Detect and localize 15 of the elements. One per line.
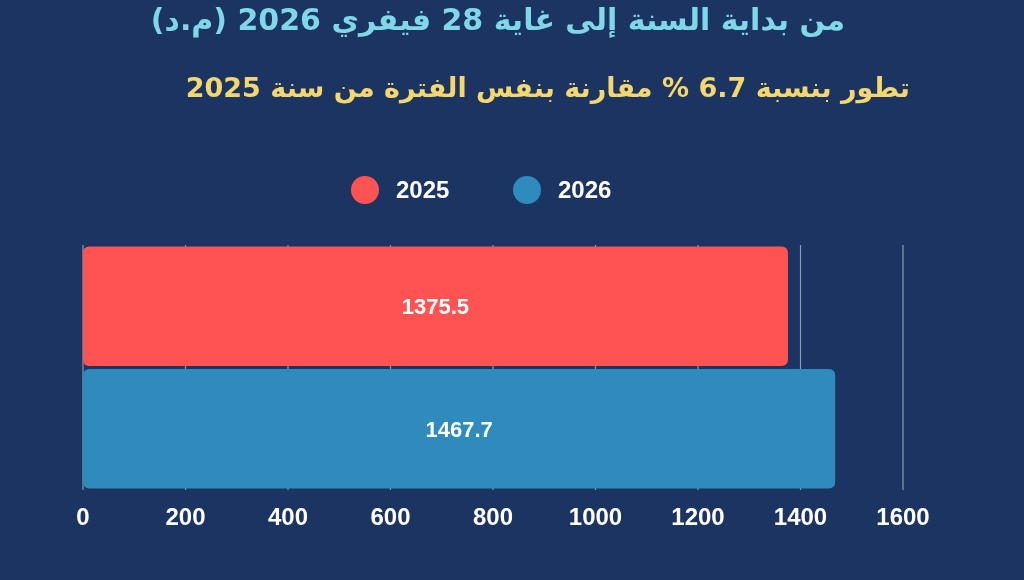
x-tick-label: 1000	[568, 503, 623, 530]
x-tick-label: 600	[370, 503, 411, 530]
x-tick-label: 1200	[671, 503, 725, 530]
data-label: 1375.5	[401, 294, 470, 320]
data-label: 1467.7	[425, 416, 493, 442]
x-tick-label: 1400	[773, 503, 828, 530]
x-tick-label: 1600	[876, 503, 930, 530]
legend-label: 2026	[558, 176, 612, 203]
x-tick-label: 200	[165, 503, 206, 530]
legend-label: 2025	[396, 176, 450, 203]
chart-title: من بداية السنة إلى غاية 28 فيفري 2026 (م.د)	[150, 2, 845, 38]
x-tick-label: 400	[267, 503, 309, 530]
chart-subtitle: تطور بنسبة 6.7 % مقارنة بنفس الفترة من سنة 2025	[185, 72, 910, 104]
x-tick-label: 800	[472, 503, 514, 530]
x-tick-label: 0	[76, 503, 90, 530]
